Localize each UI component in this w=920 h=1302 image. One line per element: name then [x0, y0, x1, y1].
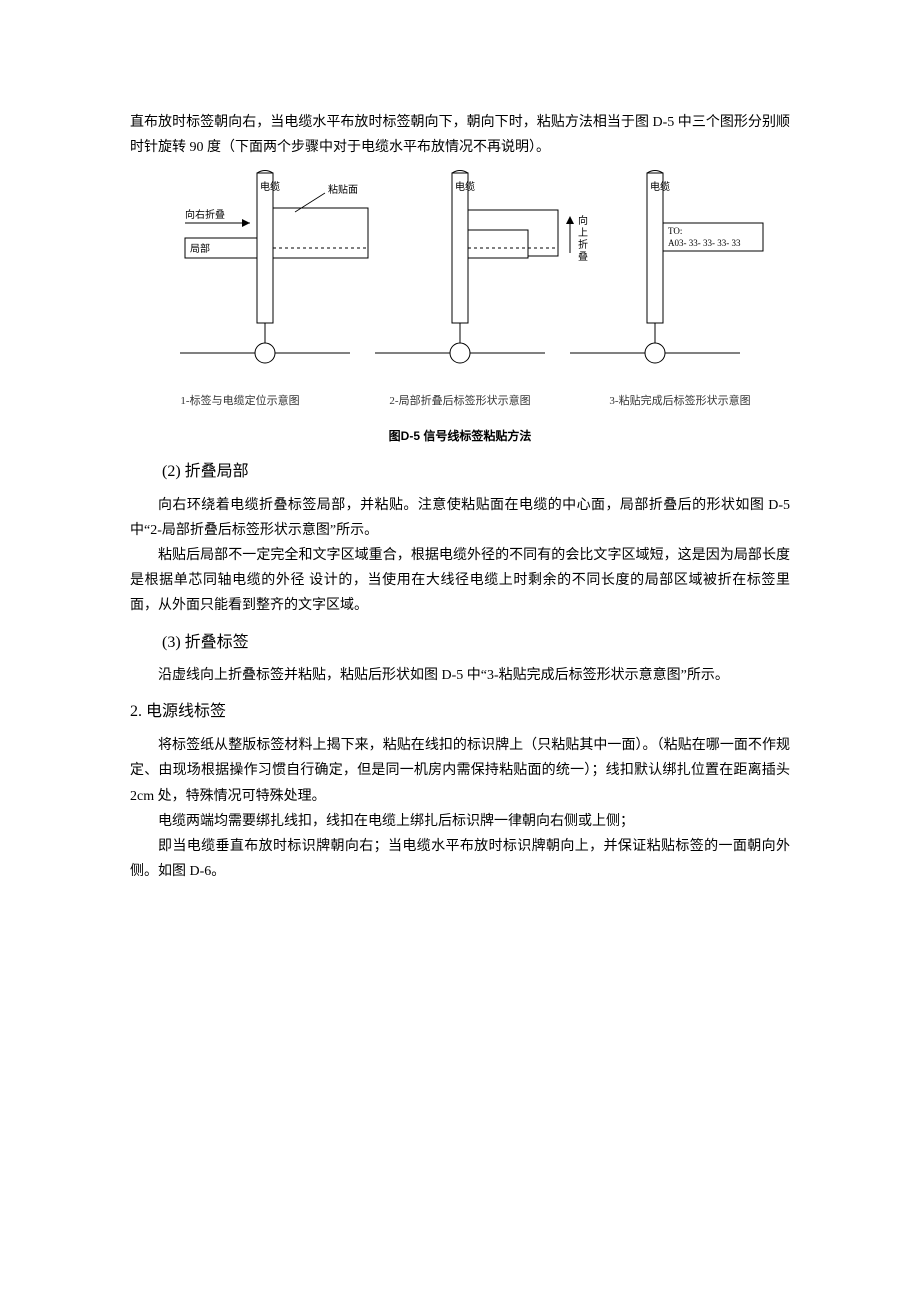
subcap-2: 2-局部折叠后标签形状示意图: [350, 392, 570, 412]
p1-box-label: 局部: [190, 242, 210, 255]
p1-side-label: 粘贴面: [328, 183, 358, 196]
panel-1: 电缆 局部 向右折叠 粘贴面: [180, 171, 368, 364]
figure-d5: 电缆 局部 向右折叠 粘贴面 电缆: [130, 168, 790, 447]
s4-p1: 将标签纸从整版标签材料上揭下来，粘贴在线扣的标识牌上（只粘贴其中一面）。（粘贴在…: [130, 733, 790, 809]
s4-p3: 即当电缆垂直布放时标识牌朝向右；当电缆水平布放时标识牌朝向上，并保证粘贴标签的一…: [130, 834, 790, 884]
p3-tag-line1: TO:: [668, 226, 682, 236]
p3-tag-line2: A03- 33- 33- 33- 33: [668, 238, 741, 248]
s2-p1: 向右环绕着电缆折叠标签局部，并粘贴。注意使粘贴面在电缆的中心面，局部折叠后的形状…: [130, 493, 790, 543]
panel-3: 电缆 TO: A03- 33- 33- 33- 33: [570, 171, 763, 364]
intro-paragraph: 直布放时标签朝向右，当电缆水平布放时标签朝向下，朝向下时，粘贴方法相当于图 D-…: [130, 110, 790, 160]
figure-d5-svg: 电缆 局部 向右折叠 粘贴面 电缆: [150, 168, 770, 388]
heading-fold-label: (3) 折叠标签: [130, 629, 790, 658]
heading-fold-local: (2) 折叠局部: [130, 458, 790, 487]
heading-power-label: 2. 电源线标签: [130, 698, 790, 727]
s2-p2: 粘贴后局部不一定完全和文字区域重合，根据电缆外径的不同有的会比文字区域短，这是因…: [130, 543, 790, 619]
s4-p2: 电缆两端均需要绑扎线扣，线扣在电缆上绑扎后标识牌一律朝向右侧或上侧；: [130, 809, 790, 834]
p2-cable-label: 电缆: [455, 180, 475, 193]
p3-cable-label: 电缆: [650, 180, 670, 193]
p2-side-2: 上: [578, 227, 588, 239]
figure-title: 图D-5 信号线标签粘贴方法: [130, 426, 790, 448]
panel-2: 电缆 向 上 折 叠: [375, 171, 588, 364]
subcap-3: 3-粘贴完成后标签形状示意图: [570, 392, 790, 412]
p2-side-4: 叠: [578, 251, 588, 263]
p1-arrow-label: 向右折叠: [185, 208, 225, 221]
s3-p1: 沿虚线向上折叠标签并粘贴，粘贴后形状如图 D-5 中“3-粘贴完成后标签形状示意…: [130, 663, 790, 688]
figure-subcaptions: 1-标签与电缆定位示意图 2-局部折叠后标签形状示意图 3-粘贴完成后标签形状示…: [130, 392, 790, 412]
p2-side-3: 折: [578, 238, 588, 251]
subcap-1: 1-标签与电缆定位示意图: [130, 392, 350, 412]
p2-side-1: 向: [578, 214, 588, 227]
p1-cable-label: 电缆: [260, 180, 280, 193]
